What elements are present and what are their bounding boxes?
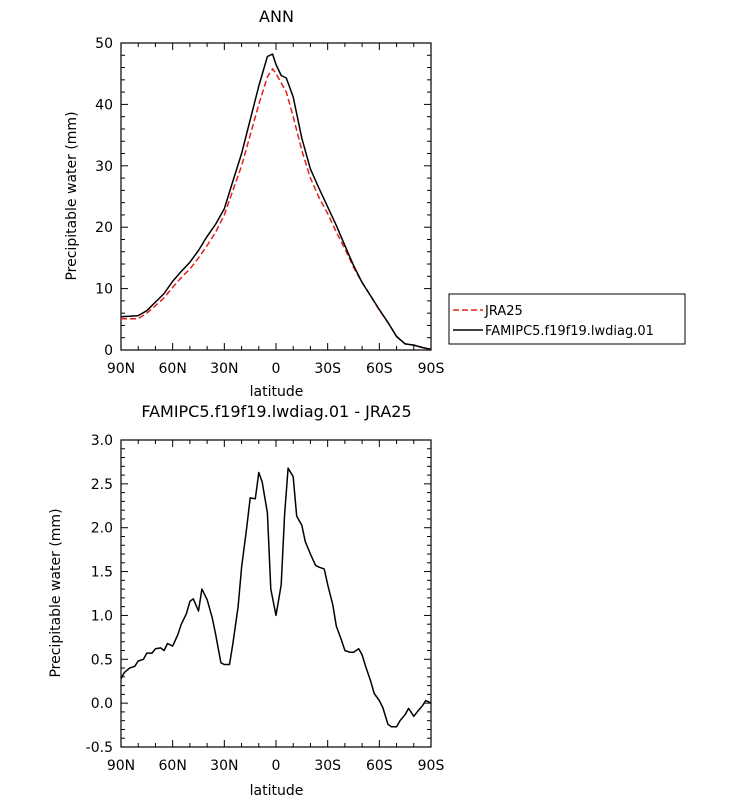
y-tick-label: 0.5 <box>91 652 113 668</box>
legend-box <box>448 293 686 345</box>
y-tick-label: 1.0 <box>91 608 113 624</box>
top-series-group <box>120 53 432 351</box>
x-tick-label: 60N <box>159 361 187 377</box>
y-tick-label: 2.5 <box>91 477 113 493</box>
x-tick-label: 60N <box>159 758 187 774</box>
series-line-difference <box>120 467 432 728</box>
legend: JRA25 FAMIPC5.f19f19.lwdiag.01 <box>448 293 686 345</box>
series-line-jra25 <box>121 68 432 351</box>
x-tick-label: 0 <box>272 758 281 774</box>
legend-label-famipc5: FAMIPC5.f19f19.lwdiag.01 <box>485 324 654 339</box>
y-tick-label: 3.0 <box>91 433 113 449</box>
legend-label-jra25: JRA25 <box>484 304 523 319</box>
y-tick-label: 30 <box>95 159 113 175</box>
plot-frame <box>120 42 432 351</box>
plot-frame <box>120 439 432 748</box>
y-tick-label: -0.5 <box>86 740 113 756</box>
y-tick-label: 50 <box>95 36 113 52</box>
top-y-axis-label: Precipitable water (mm) <box>64 111 80 280</box>
x-tick-label: 90S <box>418 758 445 774</box>
y-tick-label: 2.0 <box>91 521 113 537</box>
bottom-x-axis-label: latitude <box>250 783 304 799</box>
top-axes: 90N 60N 30N 0 30S 60S 90S 0 10 20 30 40 50 <box>95 36 444 377</box>
y-tick-label: 40 <box>95 97 113 113</box>
top-chart-title: ANN <box>259 7 294 26</box>
y-tick-label: 1.5 <box>91 565 113 581</box>
y-tick-label: 20 <box>95 220 113 236</box>
x-tick-label: 90N <box>107 361 135 377</box>
x-tick-label: 30S <box>314 361 341 377</box>
x-tick-label: 0 <box>272 361 281 377</box>
bottom-axes: 90N 60N 30N 0 30S 60S 90S -0.5 0.0 0.5 1.0 1.5 2.0 2.… <box>86 433 445 774</box>
series-line-famipc5-f19f19-lwdiag-01 <box>120 53 432 351</box>
y-tick-label: 0 <box>104 343 113 359</box>
x-tick-label: 30N <box>210 361 238 377</box>
x-tick-label: 30N <box>210 758 238 774</box>
x-tick-label: 60S <box>366 758 393 774</box>
x-tick-label: 90S <box>418 361 445 377</box>
y-tick-label: 10 <box>95 282 113 298</box>
bottom-panel: FAMIPC5.f19f19.lwdiag.01 - JRA25 90N 60N 3… <box>48 402 444 799</box>
top-panel: ANN 90N 60N 30N 0 30S 60S 90S 0 10 20 30 40 50 latit… <box>64 7 444 400</box>
y-tick-label: 0.0 <box>91 696 113 712</box>
bottom-y-axis-label: Precipitable water (mm) <box>48 508 64 677</box>
bottom-chart-title: FAMIPC5.f19f19.lwdiag.01 - JRA25 <box>141 402 411 421</box>
x-tick-label: 30S <box>314 758 341 774</box>
top-x-axis-label: latitude <box>250 384 304 400</box>
bottom-series-group <box>120 467 432 728</box>
x-tick-label: 60S <box>366 361 393 377</box>
x-tick-label: 90N <box>107 758 135 774</box>
